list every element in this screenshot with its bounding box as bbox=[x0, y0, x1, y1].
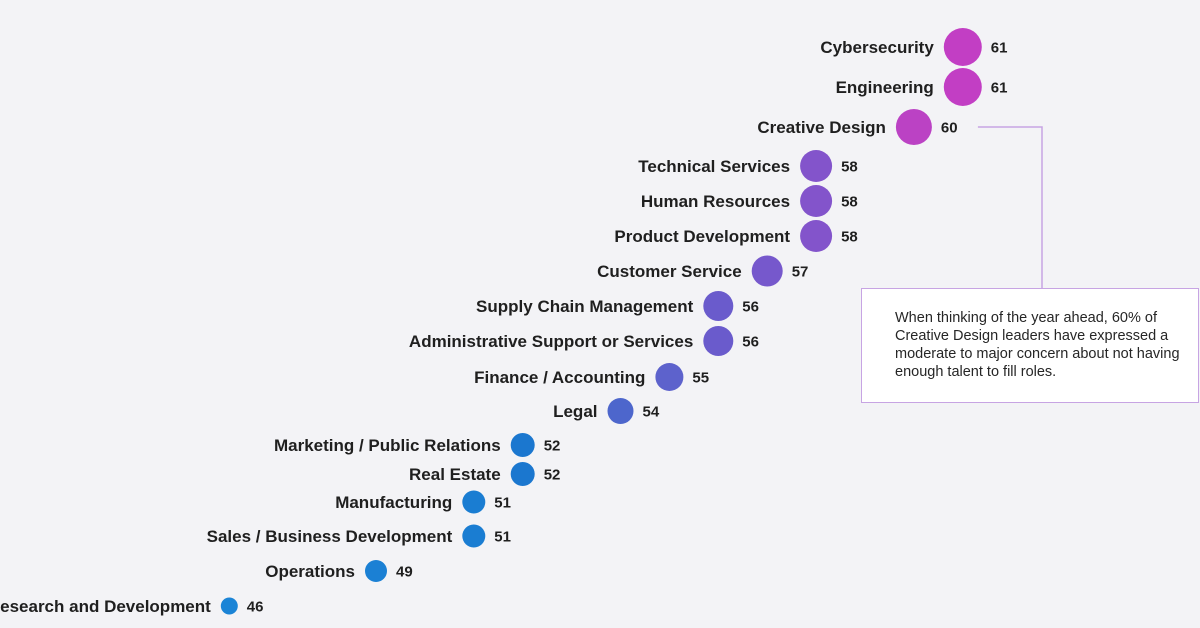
category-label: Product Development bbox=[614, 227, 790, 246]
data-point bbox=[943, 28, 982, 66]
category-label: Engineering bbox=[836, 78, 934, 97]
category-label: Sales / Business Development bbox=[207, 527, 453, 546]
value-label: 60 bbox=[941, 120, 958, 137]
data-point bbox=[462, 524, 486, 548]
data-point bbox=[462, 490, 486, 514]
category-label: Technical Services bbox=[638, 157, 790, 176]
data-point bbox=[365, 560, 387, 582]
callout-box: When thinking of the year ahead, 60% of … bbox=[861, 288, 1199, 403]
value-label: 58 bbox=[841, 229, 858, 246]
category-label: Administrative Support or Services bbox=[409, 332, 693, 351]
category-label: Operations bbox=[265, 562, 355, 581]
data-point bbox=[655, 363, 684, 391]
category-label: Human Resources bbox=[641, 192, 790, 211]
category-label: Cybersecurity bbox=[820, 38, 934, 57]
data-point bbox=[510, 433, 535, 457]
category-label: Customer Service bbox=[597, 262, 742, 281]
value-label: 61 bbox=[991, 80, 1008, 97]
category-label: Marketing / Public Relations bbox=[274, 436, 501, 455]
category-label: Legal bbox=[553, 402, 597, 421]
value-label: 56 bbox=[742, 299, 759, 316]
value-label: 52 bbox=[544, 438, 561, 455]
data-point bbox=[751, 255, 783, 287]
data-point bbox=[607, 398, 634, 424]
value-label: 58 bbox=[841, 194, 858, 211]
value-label: 51 bbox=[494, 495, 511, 512]
category-label: Creative Design bbox=[757, 118, 886, 137]
value-label: 49 bbox=[396, 564, 413, 581]
data-point bbox=[703, 291, 734, 321]
value-label: 51 bbox=[494, 529, 511, 546]
value-label: 56 bbox=[742, 334, 759, 351]
data-point bbox=[220, 597, 238, 615]
value-label: 57 bbox=[792, 264, 809, 281]
category-label: Real Estate bbox=[409, 465, 501, 484]
data-point bbox=[895, 109, 932, 145]
category-label: Finance / Accounting bbox=[474, 368, 645, 387]
callout-text: When thinking of the year ahead, 60% of … bbox=[895, 310, 1180, 380]
value-label: 55 bbox=[692, 370, 709, 387]
data-point bbox=[800, 150, 833, 182]
value-label: 46 bbox=[247, 599, 264, 616]
callout-connector bbox=[977, 126, 1043, 288]
data-point bbox=[943, 68, 982, 106]
category-label: Manufacturing bbox=[335, 493, 452, 512]
data-point bbox=[703, 326, 734, 356]
category-label: Research and Development bbox=[0, 597, 211, 616]
value-label: 58 bbox=[841, 159, 858, 176]
value-label: 54 bbox=[643, 404, 660, 421]
data-point bbox=[800, 220, 833, 252]
category-label: Supply Chain Management bbox=[476, 297, 694, 316]
data-point bbox=[800, 185, 833, 217]
data-point bbox=[510, 462, 535, 486]
value-label: 61 bbox=[991, 40, 1008, 57]
value-label: 52 bbox=[544, 467, 561, 484]
